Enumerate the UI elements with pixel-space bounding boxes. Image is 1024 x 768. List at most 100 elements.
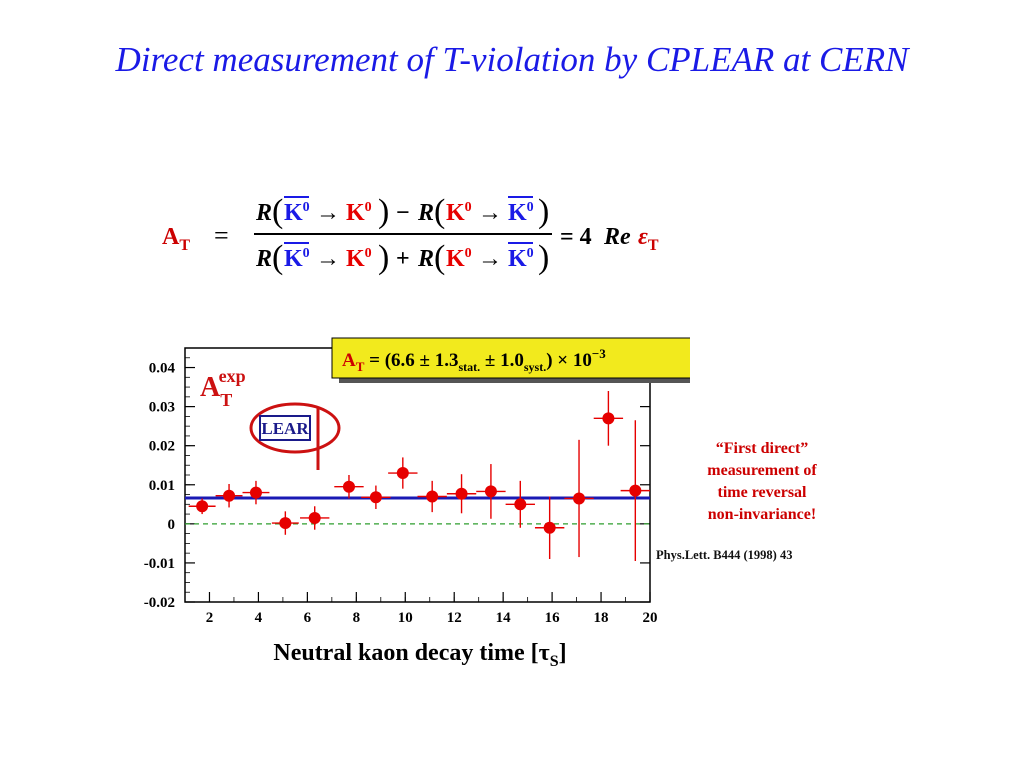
- svg-text:→: →: [316, 246, 340, 272]
- x-axis-label: Neutral kaon decay time [τS]: [273, 640, 566, 670]
- svg-text:→: →: [478, 200, 502, 226]
- svg-text:εT: εT: [638, 224, 659, 254]
- lear-logo: LEAR: [249, 402, 341, 470]
- y-tick-label: 0.04: [149, 361, 176, 377]
- side-note-line: measurement of: [707, 462, 817, 479]
- point-marker: [308, 511, 321, 524]
- data-point: [534, 496, 565, 560]
- data-point: [417, 480, 447, 513]
- data-point: [446, 474, 477, 514]
- data-point: [505, 480, 535, 528]
- x-tick-label: 14: [496, 610, 512, 626]
- data-point: [564, 439, 594, 558]
- svg-text:→: →: [316, 200, 340, 226]
- svg-text:K0: K0: [346, 246, 372, 272]
- svg-text:(: (: [272, 239, 283, 276]
- data-point: [334, 475, 364, 499]
- data-point: [271, 511, 299, 535]
- svg-text:(: (: [434, 193, 445, 230]
- eq-lhs-sub: T: [179, 237, 190, 254]
- plot-frame: [184, 347, 651, 603]
- data-point: [215, 483, 243, 508]
- eq-numerator: R ( K0 → K0 ) − R ( K0 → K0 ): [255, 193, 549, 230]
- point-marker: [342, 480, 355, 493]
- plot-label: ATexp: [200, 366, 246, 410]
- eq-denominator: R ( K0 → K0 ) + R ( K0 → K0 ): [255, 239, 549, 276]
- svg-text:+: +: [396, 246, 410, 272]
- y-tick-label: -0.01: [144, 556, 175, 572]
- svg-text:R: R: [417, 200, 434, 226]
- eq-re: Re: [603, 224, 631, 250]
- side-note-line: time reversal: [717, 484, 807, 501]
- data-point: [300, 506, 330, 530]
- slide-title: Direct measurement of T-violation by CPL…: [115, 40, 909, 79]
- svg-text:K0: K0: [446, 246, 472, 272]
- x-tick-label: 12: [447, 610, 462, 626]
- x-tick-label: 18: [594, 610, 609, 626]
- point-marker: [514, 498, 527, 511]
- kbar-1: K: [284, 200, 303, 226]
- x-tick-label: 10: [398, 610, 413, 626]
- data-point: [620, 420, 650, 561]
- svg-text:(: (: [272, 193, 283, 230]
- svg-text:K0: K0: [346, 200, 372, 226]
- point-marker: [426, 490, 439, 503]
- svg-text:−: −: [396, 200, 410, 226]
- result-box-text: AT = (6.6 ± 1.3stat. ± 1.0syst.) × 10−3: [342, 346, 606, 374]
- data-point: [361, 485, 391, 509]
- svg-text:K0: K0: [508, 246, 534, 272]
- side-note: “First direct” measurement of time rever…: [662, 438, 862, 526]
- point-marker: [369, 491, 382, 504]
- svg-text:AT: AT: [162, 224, 190, 254]
- x-tick-label: 16: [545, 610, 561, 626]
- data-point: [188, 498, 216, 515]
- svg-text:): ): [378, 239, 389, 276]
- data-point: [242, 480, 270, 505]
- point-marker: [249, 486, 262, 499]
- svg-text:K0: K0: [284, 200, 310, 226]
- point-marker: [223, 489, 236, 502]
- point-marker: [629, 484, 642, 497]
- x-tick-label: 20: [643, 610, 658, 626]
- svg-text:(: (: [434, 239, 445, 276]
- y-tick-label: 0: [168, 517, 176, 533]
- svg-text:): ): [538, 193, 549, 230]
- asymmetry-equation: AT = R ( K0 → K0 ) − R ( K0 → K0 ) R ( K…: [162, 188, 802, 288]
- point-marker: [455, 487, 468, 500]
- data-point: [388, 457, 418, 489]
- y-tick-label: -0.02: [144, 595, 175, 611]
- svg-text:): ): [538, 239, 549, 276]
- x-tick-label: 8: [353, 610, 361, 626]
- asymmetry-plot: 0.04 0.03 0.02 0.01 0 -0.01 -0.02 2 4 6 8 10 12 14 16 1…: [110, 330, 809, 675]
- y-tick-label: 0.01: [149, 478, 175, 494]
- svg-text:K0: K0: [446, 200, 472, 226]
- svg-text:R: R: [417, 246, 434, 272]
- point-marker: [484, 485, 497, 498]
- y-tick-label: 0.02: [149, 439, 175, 455]
- eq-rhs: = 4: [560, 224, 592, 250]
- side-note-line: non-invariance!: [707, 506, 817, 523]
- x-tick-label: 2: [206, 610, 214, 626]
- x-tick-label: 4: [255, 610, 263, 626]
- reference-citation: Phys.Lett. B444 (1998) 43: [656, 548, 793, 562]
- svg-text:K0: K0: [508, 200, 534, 226]
- eq-lhs-a: A: [162, 224, 180, 250]
- point-marker: [543, 521, 556, 534]
- svg-text:R: R: [255, 246, 272, 272]
- svg-text:): ): [378, 193, 389, 230]
- eq-eps: ε: [638, 224, 648, 250]
- point-marker: [279, 517, 292, 530]
- y-tick-label: 0.03: [149, 400, 175, 416]
- x-tick-label: 6: [304, 610, 312, 626]
- svg-text:K0: K0: [284, 246, 310, 272]
- lear-logo-text: LEAR: [261, 419, 309, 438]
- point-marker: [602, 412, 615, 425]
- svg-text:→: →: [478, 246, 502, 272]
- eq-equals: =: [214, 221, 229, 250]
- data-point: [476, 464, 506, 519]
- svg-text:R: R: [255, 200, 272, 226]
- point-marker: [396, 467, 409, 480]
- point-marker: [573, 492, 586, 505]
- data-point: [593, 390, 624, 446]
- point-marker: [196, 500, 209, 513]
